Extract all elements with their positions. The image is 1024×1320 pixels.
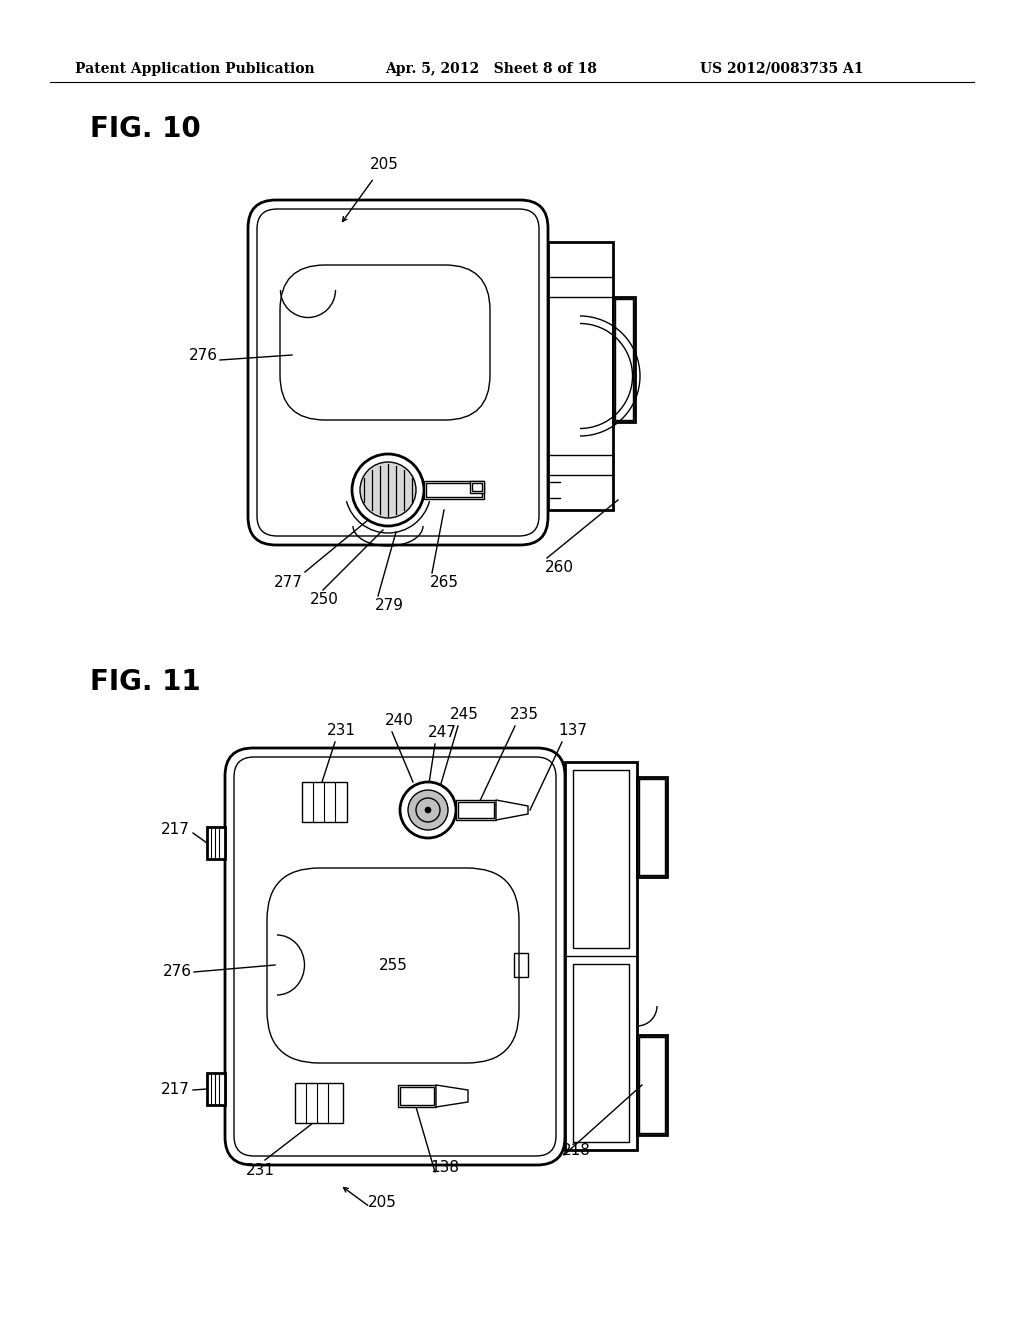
FancyBboxPatch shape [225, 748, 565, 1166]
Text: 276: 276 [189, 347, 218, 363]
Text: 217: 217 [161, 822, 190, 837]
Text: 265: 265 [430, 576, 459, 590]
FancyBboxPatch shape [248, 201, 548, 545]
Text: 205: 205 [368, 1195, 397, 1210]
Bar [573, 964, 629, 1142]
Text: Apr. 5, 2012   Sheet 8 of 18: Apr. 5, 2012 Sheet 8 of 18 [385, 62, 597, 77]
Bar [302, 781, 347, 822]
Polygon shape [496, 800, 528, 820]
Text: 250: 250 [310, 591, 339, 607]
Text: 231: 231 [327, 723, 356, 738]
Bar [613, 297, 635, 422]
Bar [398, 1085, 436, 1107]
Text: Patent Application Publication: Patent Application Publication [75, 62, 314, 77]
Text: 205: 205 [370, 157, 399, 172]
Text: 137: 137 [558, 723, 587, 738]
Text: FIG. 10: FIG. 10 [90, 115, 201, 143]
Text: 260: 260 [545, 560, 574, 576]
Bar [548, 242, 613, 510]
Text: FIG. 11: FIG. 11 [90, 668, 201, 696]
Bar [424, 480, 484, 499]
Text: 276: 276 [163, 965, 193, 979]
Bar [637, 777, 667, 876]
Bar [470, 480, 484, 492]
Text: US 2012/0083735 A1: US 2012/0083735 A1 [700, 62, 863, 77]
Text: 279: 279 [375, 598, 404, 612]
Text: 231: 231 [246, 1163, 275, 1177]
Circle shape [408, 789, 449, 830]
Circle shape [360, 462, 416, 517]
Bar [615, 300, 633, 420]
Bar [565, 762, 637, 1150]
Bar [573, 770, 629, 948]
Bar [456, 800, 496, 820]
Circle shape [352, 454, 424, 525]
Text: 247: 247 [428, 725, 457, 741]
Bar [472, 483, 482, 491]
Polygon shape [436, 1085, 468, 1107]
Text: 255: 255 [379, 957, 408, 973]
Bar [458, 803, 494, 818]
Bar [207, 828, 225, 859]
Circle shape [425, 807, 431, 813]
Text: 217: 217 [161, 1082, 190, 1097]
Text: 240: 240 [385, 713, 414, 729]
Circle shape [400, 781, 456, 838]
Bar [426, 483, 482, 498]
Text: 245: 245 [450, 708, 479, 722]
Bar [639, 1038, 665, 1133]
Bar [207, 1073, 225, 1105]
Bar [295, 1082, 343, 1123]
Text: 138: 138 [430, 1160, 459, 1175]
Text: 235: 235 [510, 708, 539, 722]
Bar [400, 1086, 434, 1105]
Bar [514, 953, 528, 977]
Bar [637, 1035, 667, 1135]
Text: 277: 277 [274, 576, 303, 590]
Bar [639, 779, 665, 875]
Text: 218: 218 [562, 1143, 591, 1158]
